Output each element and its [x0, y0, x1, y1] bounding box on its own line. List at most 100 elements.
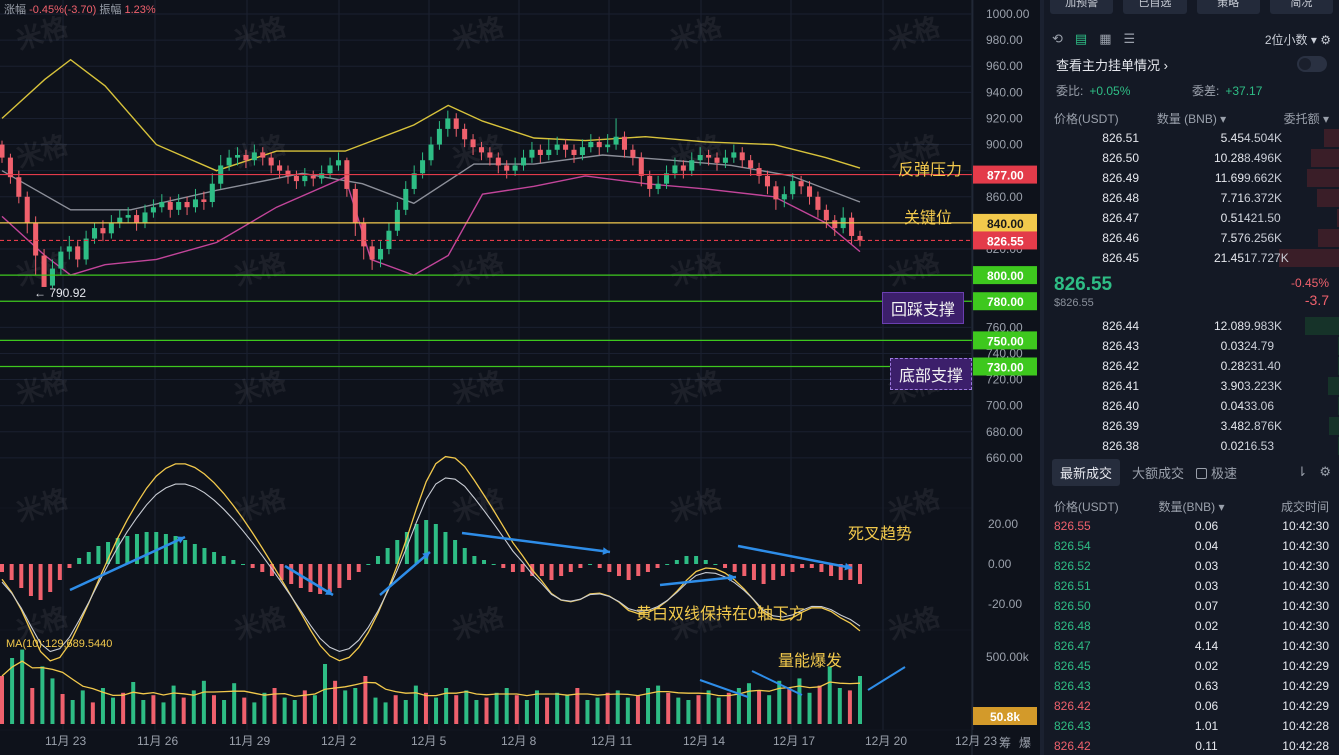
main-order-link[interactable]: 查看主力挂单情况 › [1056, 58, 1168, 73]
axis-panel [972, 0, 1040, 755]
ask-row[interactable]: 826.51 5.45 4.504K [1044, 128, 1339, 148]
ask-row[interactable]: 826.46 7.57 6.256K [1044, 228, 1339, 248]
trend-arrow [379, 551, 431, 596]
x-tick-label: 12月 11 [591, 734, 632, 748]
candle-body [655, 183, 661, 189]
trade-qty: 0.02 [1194, 659, 1219, 673]
bid-row[interactable]: 826.38 0.02 16.53 [1044, 436, 1339, 456]
volume-bar [90, 702, 95, 724]
bollinger-upper-line [1, 58, 861, 172]
grid-icon[interactable]: ▦ [1099, 31, 1112, 46]
layout-icon[interactable]: ▤ [1074, 31, 1088, 46]
trade-header-price: 价格(USDT) [1054, 499, 1119, 514]
trade-header-time: 成交时间 [1281, 499, 1330, 514]
volume-bar [585, 700, 590, 724]
bid-row[interactable]: 826.43 0.03 24.79 [1044, 336, 1339, 356]
macd-histogram-bar [771, 564, 776, 580]
trade-row: 826.45 0.02 10:42:29 [1044, 656, 1339, 676]
settings-icon[interactable]: ⚙ [1319, 464, 1331, 479]
book-header-amount[interactable]: 委托额 ▾ [1283, 111, 1330, 126]
decimals-select[interactable]: 2位小数 ▾ ⚙ [1264, 32, 1331, 47]
candle-body [722, 157, 728, 163]
candle-body [436, 128, 442, 145]
volume-bar [403, 700, 408, 724]
candle-body [16, 177, 22, 197]
bid-row[interactable]: 826.44 12.08 9.983K [1044, 316, 1339, 336]
main-order-toggle[interactable] [1297, 56, 1327, 72]
volume-bar [323, 664, 328, 724]
ask-qty: 0.51 [1220, 211, 1244, 225]
panel-divider[interactable] [1040, 0, 1044, 755]
x-tick-label: 12月 2 [321, 734, 357, 748]
level-tag-label: 877.00 [987, 169, 1024, 183]
fast-mode-checkbox[interactable]: 极速 [1196, 463, 1237, 482]
bid-depth-bar [1329, 417, 1339, 435]
macd-histogram-bar [96, 546, 101, 564]
refresh-icon[interactable]: ⟲ [1052, 31, 1063, 46]
trend-arrow-head [177, 536, 185, 544]
trade-header-qty[interactable]: 数量(BNB) ▾ [1158, 499, 1225, 514]
kline-chart[interactable]: 11月 23 11月 26 11月 29 12月 2 12月 5 12月 8 12月 11 1… [0, 0, 1040, 755]
trade-price: 826.52 [1054, 559, 1091, 573]
ask-price: 826.47 [1102, 211, 1139, 225]
trade-qty: 0.04 [1194, 539, 1219, 553]
bid-row[interactable]: 826.41 3.90 3.223K [1044, 376, 1339, 396]
ask-row[interactable]: 826.49 11.69 9.662K [1044, 168, 1339, 188]
ask-row[interactable]: 826.45 21.45 17.727K [1044, 248, 1339, 268]
candle-body [41, 255, 47, 287]
macd-histogram-bar [578, 564, 583, 568]
ask-qty: 21.45 [1213, 251, 1244, 265]
macd-histogram-bar [433, 524, 438, 564]
low-marker-label: ← 790.92 [34, 286, 86, 300]
level-tag-label: 730.00 [987, 361, 1024, 375]
trade-header: 价格(USDT) 数量(BNB) ▾ 成交时间 [1044, 496, 1339, 516]
tab-latest-trades[interactable]: 最新成交 [1052, 458, 1121, 486]
trade-qty: 0.06 [1194, 699, 1219, 713]
tab-large-trades[interactable]: 大额成交 [1132, 465, 1185, 481]
bid-row[interactable]: 826.42 0.28 231.40 [1044, 356, 1339, 376]
candle-body [748, 160, 754, 169]
ask-row[interactable]: 826.47 0.51 421.50 [1044, 208, 1339, 228]
macd-histogram-bar [424, 520, 429, 564]
x-tick-label: 12月 8 [501, 734, 537, 748]
candle-body [0, 144, 5, 158]
macd-histogram-bar [38, 564, 43, 600]
bid-row[interactable]: 826.40 0.04 33.06 [1044, 396, 1339, 416]
ask-row[interactable]: 826.50 10.28 8.496K [1044, 148, 1339, 168]
favorite-button[interactable]: 已自选 [1123, 0, 1187, 14]
trade-price: 826.42 [1054, 699, 1091, 713]
bid-row[interactable]: 826.39 3.48 2.876K [1044, 416, 1339, 436]
ask-depth-bar [1337, 209, 1339, 227]
watermark-text: 米格 [231, 483, 291, 528]
volume-bar [272, 688, 277, 724]
x-tick-label: 11月 29 [229, 734, 270, 748]
macd-histogram-bar [134, 534, 139, 564]
book-header-qty[interactable]: 数量 (BNB) ▾ [1156, 111, 1227, 126]
volume-bar [817, 685, 822, 724]
chart-area[interactable]: 11月 23 11月 26 11月 29 12月 2 12月 5 12月 8 12月 11 1… [0, 0, 1040, 755]
candle-body [807, 186, 813, 197]
trade-price: 826.47 [1054, 639, 1091, 653]
last-price-usd: $826.55 [1054, 297, 1094, 309]
header-stats: 涨幅 -0.45%(-3.70) 振幅 1.23% [4, 1, 156, 17]
volume-bar [605, 692, 610, 724]
book-header: 价格(USDT) 数量 (BNB) ▾ 委托额 ▾ [1044, 108, 1339, 128]
list-icon[interactable]: ☰ [1123, 31, 1136, 46]
candle-body [647, 175, 653, 189]
macd-histogram-bar [588, 564, 593, 565]
macd-histogram-bar [491, 564, 496, 565]
candle-body [512, 165, 518, 171]
ask-price: 826.45 [1102, 251, 1139, 265]
ask-amount: 4.504K [1244, 131, 1283, 145]
strategy-button[interactable]: 策略 [1196, 0, 1260, 14]
overview-button[interactable]: 简况 [1269, 0, 1333, 14]
macd-dea-line [1, 477, 861, 653]
volume-bar [797, 678, 802, 724]
candle-body [24, 196, 30, 223]
trade-price: 826.43 [1054, 719, 1091, 733]
ask-row[interactable]: 826.48 7.71 6.372K [1044, 188, 1339, 208]
trade-row: 826.52 0.03 10:42:30 [1044, 556, 1339, 576]
filter-icon[interactable]: ⇂ [1296, 464, 1308, 479]
alert-button[interactable]: 加预警 [1050, 0, 1114, 14]
ma-label: MA(10):129,689.5440 [6, 638, 113, 650]
